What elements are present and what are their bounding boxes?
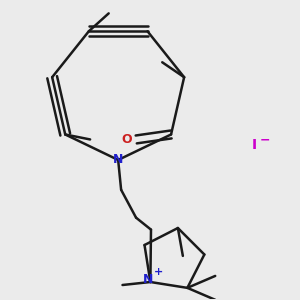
Text: I: I [252,138,257,152]
Text: N: N [113,154,123,166]
Text: N: N [143,272,154,286]
Text: +: + [154,267,163,277]
Text: O: O [121,133,132,146]
Text: −: − [259,134,270,146]
